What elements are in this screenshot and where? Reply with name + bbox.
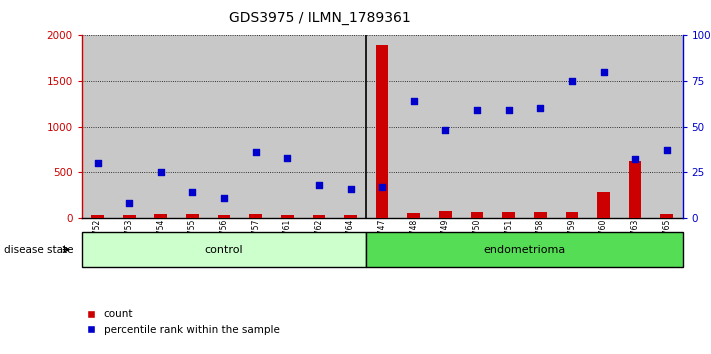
Point — [155, 169, 166, 175]
Point — [345, 186, 356, 192]
Point — [187, 189, 198, 195]
Text: endometrioma: endometrioma — [483, 245, 565, 255]
Bar — [502, 212, 515, 218]
Point — [408, 98, 419, 104]
Bar — [91, 215, 104, 218]
Point — [661, 147, 673, 153]
Point — [566, 78, 577, 84]
Bar — [344, 215, 357, 218]
Point — [535, 105, 546, 111]
Point — [377, 184, 388, 189]
Point — [250, 149, 262, 155]
Point — [124, 200, 135, 206]
Bar — [186, 215, 199, 218]
Point — [92, 160, 103, 166]
Bar — [565, 212, 578, 218]
Point — [629, 156, 641, 162]
Bar — [281, 215, 294, 218]
Bar — [471, 211, 483, 218]
Bar — [661, 214, 673, 218]
Bar — [218, 215, 230, 218]
Point — [471, 107, 483, 113]
Bar — [313, 215, 325, 218]
Text: GDS3975 / ILMN_1789361: GDS3975 / ILMN_1789361 — [229, 11, 411, 25]
Bar — [250, 214, 262, 218]
Bar — [376, 45, 388, 218]
Bar — [407, 213, 420, 218]
Point — [598, 69, 609, 75]
Text: control: control — [205, 245, 243, 255]
Bar — [82, 232, 366, 267]
Text: disease state: disease state — [4, 245, 73, 255]
Bar — [629, 161, 641, 218]
Point — [503, 107, 514, 113]
Bar — [439, 211, 451, 218]
Point — [314, 182, 325, 188]
Point — [282, 155, 293, 160]
Point — [439, 127, 451, 133]
Bar — [154, 214, 167, 218]
Bar — [366, 232, 683, 267]
Bar — [597, 192, 610, 218]
Bar — [123, 215, 136, 218]
Bar — [534, 211, 547, 218]
Legend: count, percentile rank within the sample: count, percentile rank within the sample — [87, 309, 279, 335]
Point — [218, 195, 230, 200]
